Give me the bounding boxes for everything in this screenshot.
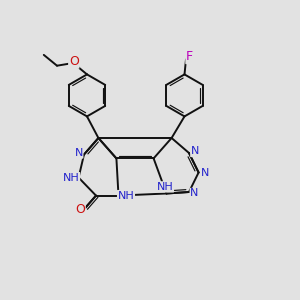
Text: N: N xyxy=(190,188,199,199)
Text: N: N xyxy=(74,148,83,158)
Text: O: O xyxy=(75,202,85,216)
Text: F: F xyxy=(186,50,193,64)
Text: NH: NH xyxy=(118,190,134,201)
Text: NH: NH xyxy=(157,182,173,192)
Text: N: N xyxy=(191,146,199,157)
Text: O: O xyxy=(69,55,79,68)
Text: N: N xyxy=(201,167,209,178)
Text: NH: NH xyxy=(63,172,80,183)
